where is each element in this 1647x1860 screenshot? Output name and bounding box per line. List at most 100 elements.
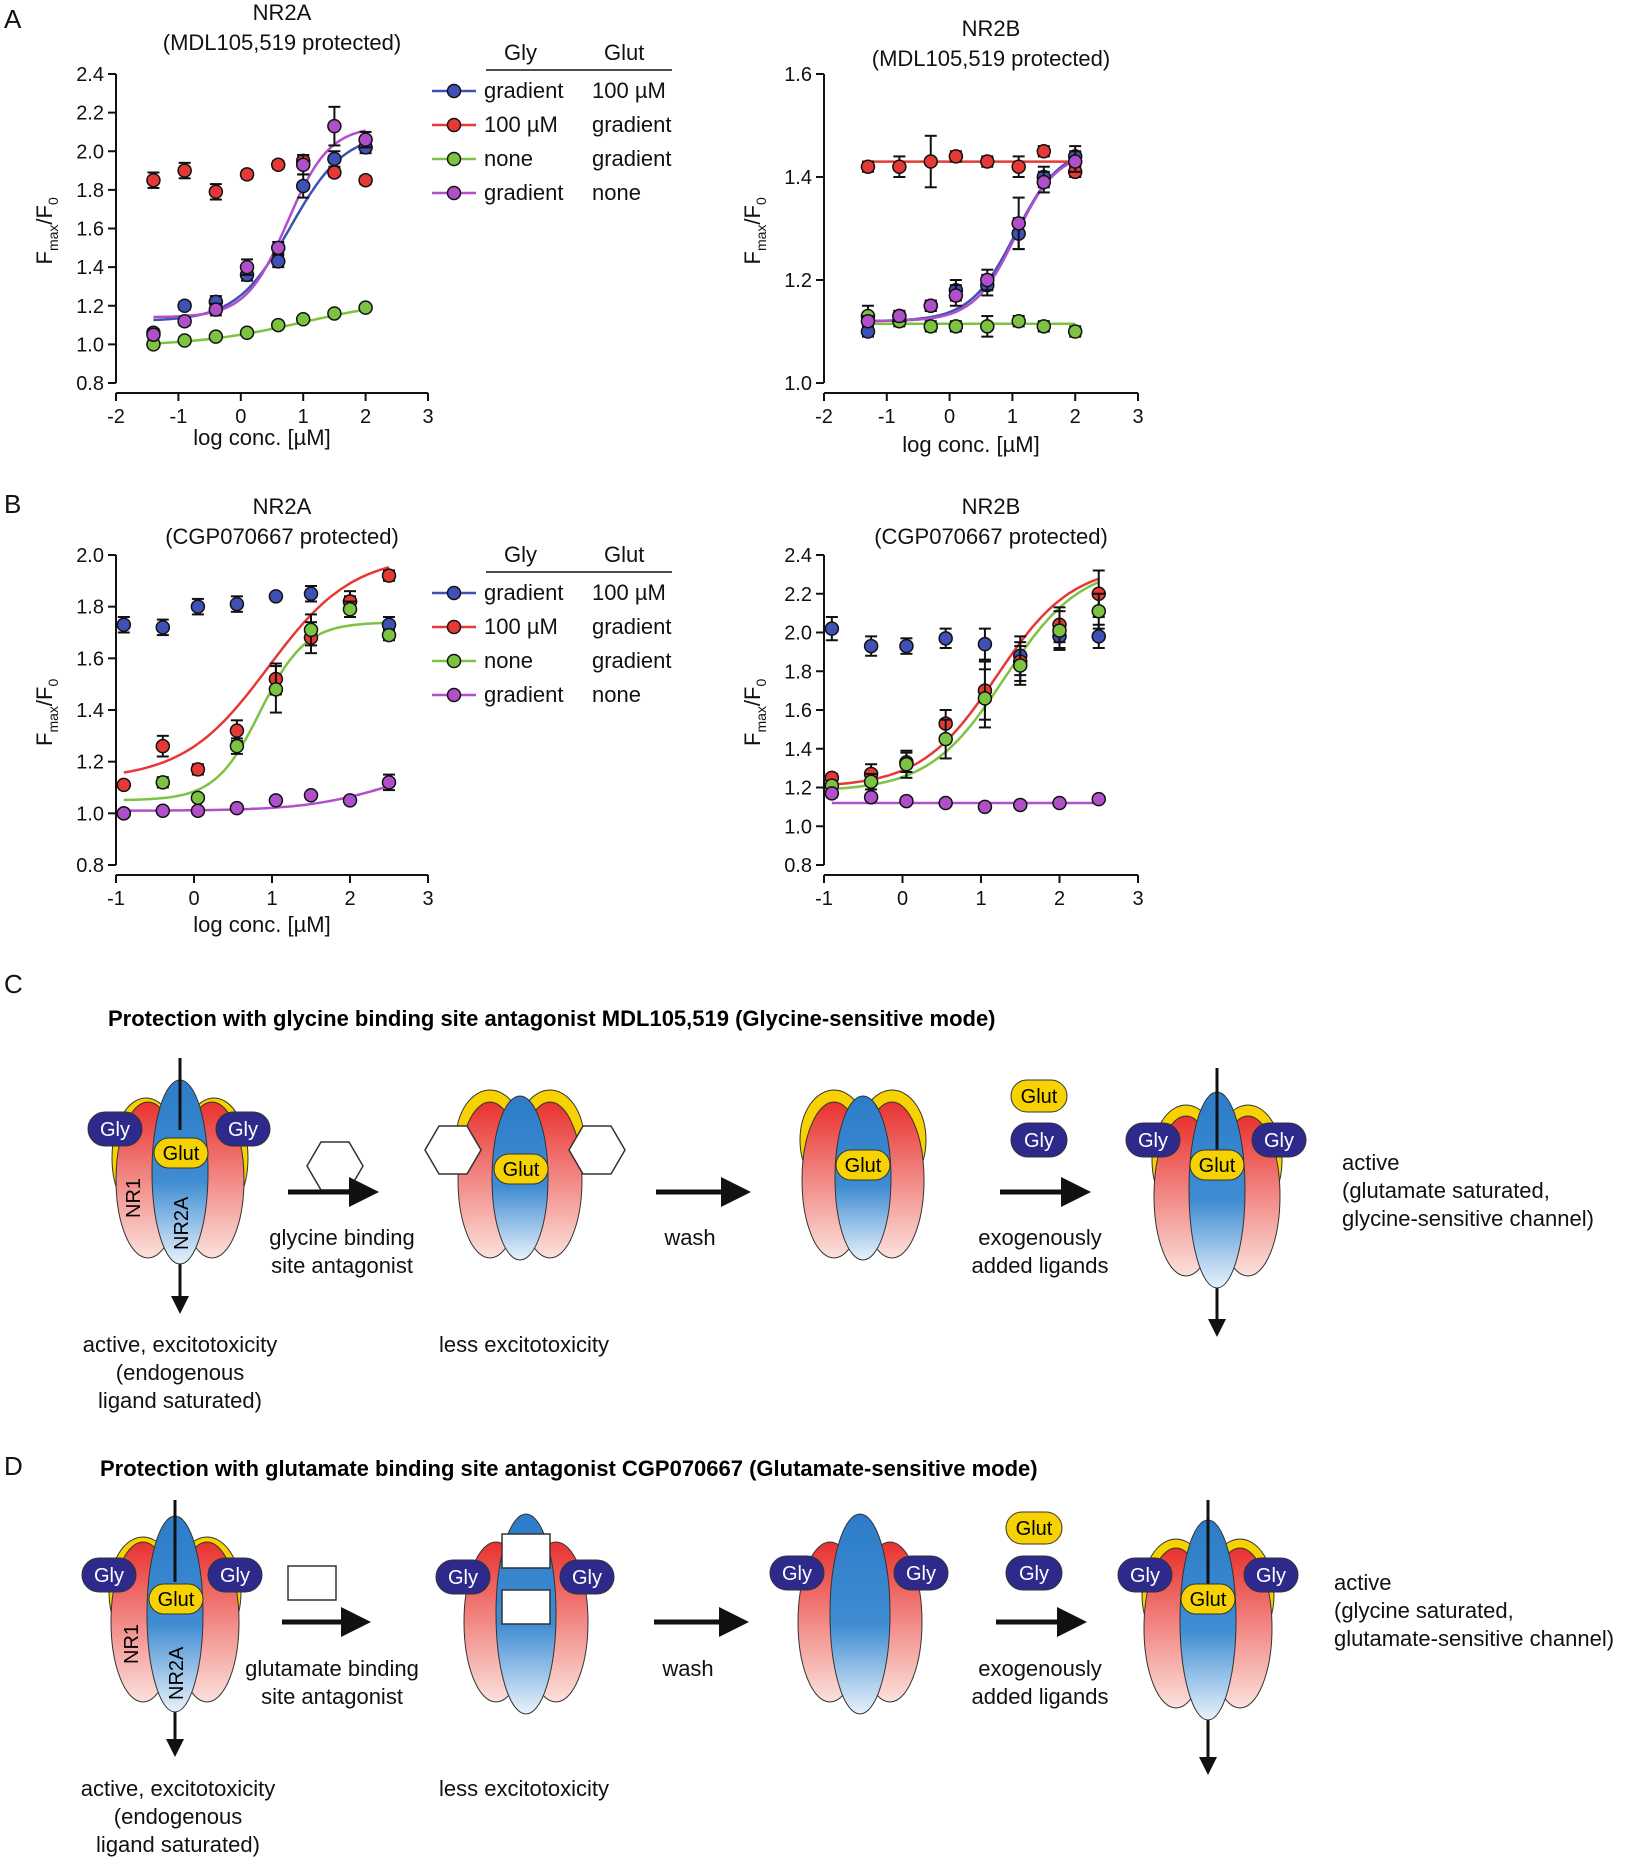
y-tick-label: 0.8 [76, 855, 104, 877]
y-label-sub-0: 0 [753, 197, 769, 205]
panel-d-title: Protection with glutamate binding site a… [100, 1456, 1038, 1481]
x-axis-label: log conc. [µM] [193, 912, 330, 937]
y-label-sub-max: max [45, 225, 61, 251]
data-point [1067, 154, 1083, 169]
x-tick-label: 0 [188, 888, 199, 910]
x-tick-label: -1 [170, 406, 188, 428]
gly-label: Gly [94, 1565, 124, 1587]
data-point [1036, 144, 1052, 159]
data-point [327, 306, 342, 321]
gly-ligand [1010, 1122, 1068, 1158]
data-point [1052, 795, 1067, 811]
fit-curve [123, 566, 390, 774]
data-point [229, 800, 245, 816]
gly-ligand [559, 1559, 615, 1595]
data-point [1067, 324, 1083, 339]
data-point [155, 775, 171, 790]
glut-label: Glut [1190, 1589, 1227, 1611]
chart-title: NR2A [253, 494, 312, 519]
panel-d-diagram: Protection with glutamate binding site a… [81, 1456, 1614, 1857]
data-point [268, 682, 284, 697]
y-tick-label: 2.0 [76, 545, 104, 567]
data-point [342, 602, 358, 617]
data-point [303, 622, 319, 638]
data-point [177, 333, 192, 348]
y-label-sub-0: 0 [753, 679, 769, 687]
legend-header-gly: Gly [504, 40, 537, 65]
data-point [229, 723, 245, 738]
result-label-2: (glycine saturated, [1334, 1598, 1514, 1623]
x-tick-label: -1 [107, 888, 125, 910]
chart-subtitle: (MDL105,519 protected) [163, 30, 401, 55]
y-axis-label: Fmax/F0 [32, 679, 61, 746]
result-label-3: glycine-sensitive channel) [1342, 1206, 1594, 1231]
data-point [863, 638, 879, 654]
glut-ligand [1005, 1511, 1063, 1545]
caption-active: active, excitotoxicity [81, 1776, 275, 1801]
legend-glut-value: gradient [592, 112, 672, 137]
glut-ligand [1189, 1149, 1245, 1181]
panel-letter-a: A [4, 4, 22, 34]
panel-letter-c: C [4, 969, 23, 999]
gly-ligand [215, 1111, 271, 1147]
data-point [239, 167, 255, 182]
receptor-d2: Gly Gly [435, 1513, 615, 1715]
data-point [899, 638, 914, 654]
y-label-sub-max: max [45, 706, 61, 732]
data-point [923, 319, 939, 334]
legend-glut-value: gradient [592, 146, 672, 171]
data-point [155, 620, 171, 635]
legend-marker [446, 585, 462, 601]
y-tick-label: 1.2 [784, 778, 812, 800]
receptor-d1: Glut Gly Gly NR1 NR2A [81, 1500, 263, 1757]
data-point [239, 259, 255, 275]
step3-label-2: added ligands [971, 1253, 1108, 1278]
x-tick-label: 3 [422, 406, 433, 428]
step1-label-1: glutamate binding [245, 1656, 419, 1681]
gly-label: Gly [1019, 1563, 1049, 1585]
gly-label: Gly [228, 1119, 258, 1141]
step3-label-2: added ligands [971, 1684, 1108, 1709]
legend-marker [446, 151, 462, 167]
data-point [923, 154, 939, 169]
y-axis-label: Fmax/F0 [740, 679, 769, 746]
gly-label: Gly [1256, 1565, 1286, 1587]
legend-marker [446, 185, 462, 201]
data-point [977, 636, 993, 652]
step1-label-2: site antagonist [261, 1684, 403, 1709]
x-tick-label: 0 [235, 406, 246, 428]
gly-label: Gly [1138, 1130, 1168, 1152]
y-tick-label: 2.2 [784, 584, 812, 606]
y-axis-label: Fmax/F0 [740, 197, 769, 264]
chart-title: NR2A [253, 0, 312, 25]
legend-a: Gly Glut gradient 100 µM 100 µM gradient none g… [432, 40, 672, 205]
data-point [155, 803, 171, 818]
data-point [980, 154, 995, 169]
data-point [116, 806, 132, 821]
data-point [824, 621, 840, 636]
x-tick-label: -2 [107, 406, 125, 428]
data-point [892, 308, 907, 324]
data-point [342, 793, 358, 808]
data-point [116, 617, 132, 632]
x-tick-label: 2 [344, 888, 355, 910]
y-tick-label: 1.0 [76, 803, 104, 825]
y-tick-label: 2.4 [784, 545, 812, 567]
y-tick-label: 1.0 [76, 334, 104, 356]
data-point [938, 795, 953, 811]
data-point [1011, 313, 1026, 329]
receptor-c1: Glut Gly Gly NR1 NR2A [87, 1058, 271, 1314]
y-tick-label: 0.8 [784, 855, 812, 877]
data-point [899, 793, 914, 809]
antagonist-hexagon [424, 1125, 482, 1175]
data-point [358, 300, 373, 315]
data-point [938, 631, 953, 646]
data-point [327, 165, 342, 180]
glut-ligand [148, 1583, 204, 1615]
nr1-label: NR1 [123, 1178, 145, 1218]
y-tick-label: 1.0 [784, 373, 812, 395]
y-tick-label: 2.0 [76, 141, 104, 163]
data-point [1036, 174, 1052, 190]
data-point [824, 786, 840, 801]
legend-glut-value: none [592, 682, 641, 707]
